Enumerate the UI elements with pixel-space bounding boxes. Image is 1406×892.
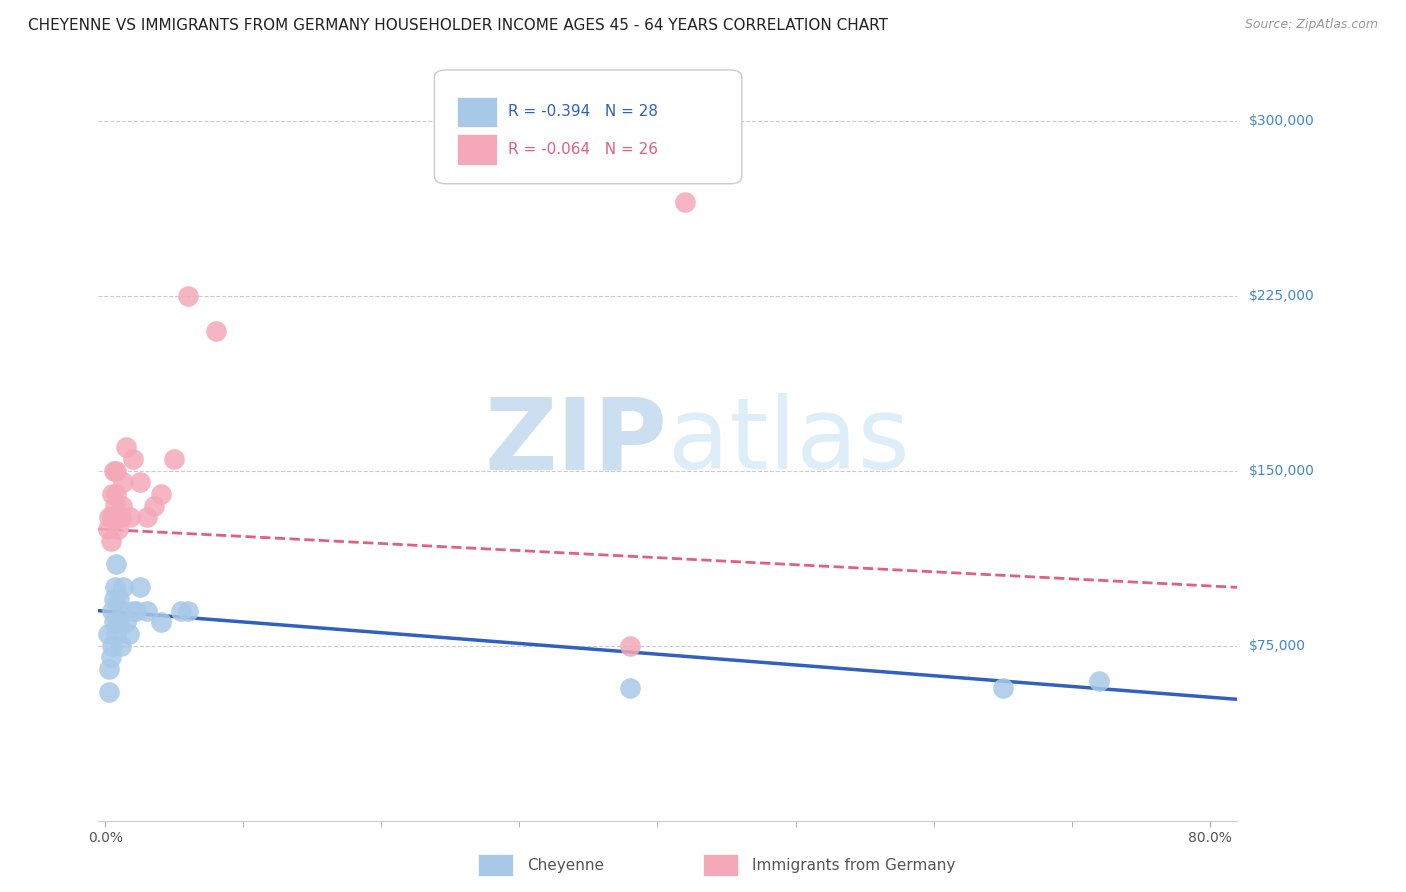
Point	[105, 464, 128, 478]
Point	[135, 510, 157, 524]
Point	[101, 639, 124, 653]
Point	[142, 499, 165, 513]
Point	[128, 475, 150, 490]
Bar	[457, 135, 498, 165]
Point	[149, 615, 172, 630]
Point	[98, 510, 121, 524]
Point	[619, 681, 641, 695]
Point	[107, 615, 129, 630]
Point	[177, 289, 200, 303]
Point	[170, 604, 193, 618]
Point	[122, 604, 145, 618]
Point	[122, 452, 145, 467]
FancyBboxPatch shape	[434, 70, 742, 184]
Point	[120, 510, 142, 524]
Point	[204, 324, 226, 338]
Text: $150,000: $150,000	[1249, 464, 1315, 478]
Point	[112, 580, 135, 594]
Point	[125, 604, 148, 618]
Point	[115, 615, 138, 630]
Point	[128, 580, 150, 594]
Point	[100, 533, 122, 548]
Point	[1088, 673, 1111, 688]
Point	[101, 487, 124, 501]
Point	[149, 487, 172, 501]
Text: Cheyenne: Cheyenne	[527, 858, 605, 872]
Text: R = -0.394   N = 28: R = -0.394 N = 28	[509, 104, 658, 120]
Point	[110, 510, 132, 524]
Text: $300,000: $300,000	[1249, 114, 1315, 128]
Text: $225,000: $225,000	[1249, 289, 1315, 302]
Point	[97, 627, 120, 641]
Point	[163, 452, 186, 467]
Point	[100, 650, 122, 665]
Point	[105, 557, 128, 571]
Point	[104, 580, 127, 594]
Point	[103, 464, 125, 478]
Point	[101, 604, 124, 618]
Point	[673, 195, 696, 210]
Point	[98, 685, 121, 699]
Point	[619, 639, 641, 653]
Text: Immigrants from Germany: Immigrants from Germany	[752, 858, 956, 872]
Point	[118, 627, 141, 641]
Text: Source: ZipAtlas.com: Source: ZipAtlas.com	[1244, 18, 1378, 31]
Point	[97, 522, 120, 536]
Text: CHEYENNE VS IMMIGRANTS FROM GERMANY HOUSEHOLDER INCOME AGES 45 - 64 YEARS CORREL: CHEYENNE VS IMMIGRANTS FROM GERMANY HOUS…	[28, 18, 889, 33]
Point	[108, 510, 131, 524]
Bar	[457, 96, 498, 127]
Point	[104, 499, 127, 513]
Point	[991, 681, 1014, 695]
Point	[103, 615, 125, 630]
Point	[107, 522, 129, 536]
Point	[111, 499, 134, 513]
Point	[103, 592, 125, 607]
Point	[98, 662, 121, 676]
Point	[135, 604, 157, 618]
Point	[101, 510, 124, 524]
Text: R = -0.064   N = 26: R = -0.064 N = 26	[509, 142, 658, 157]
Point	[115, 441, 138, 455]
Point	[105, 487, 128, 501]
Point	[110, 639, 132, 653]
Point	[177, 604, 200, 618]
Point	[108, 592, 131, 607]
Point	[105, 627, 128, 641]
Text: $75,000: $75,000	[1249, 639, 1305, 653]
Text: ZIP: ZIP	[485, 393, 668, 490]
Point	[111, 604, 134, 618]
Text: atlas: atlas	[668, 393, 910, 490]
Point	[112, 475, 135, 490]
